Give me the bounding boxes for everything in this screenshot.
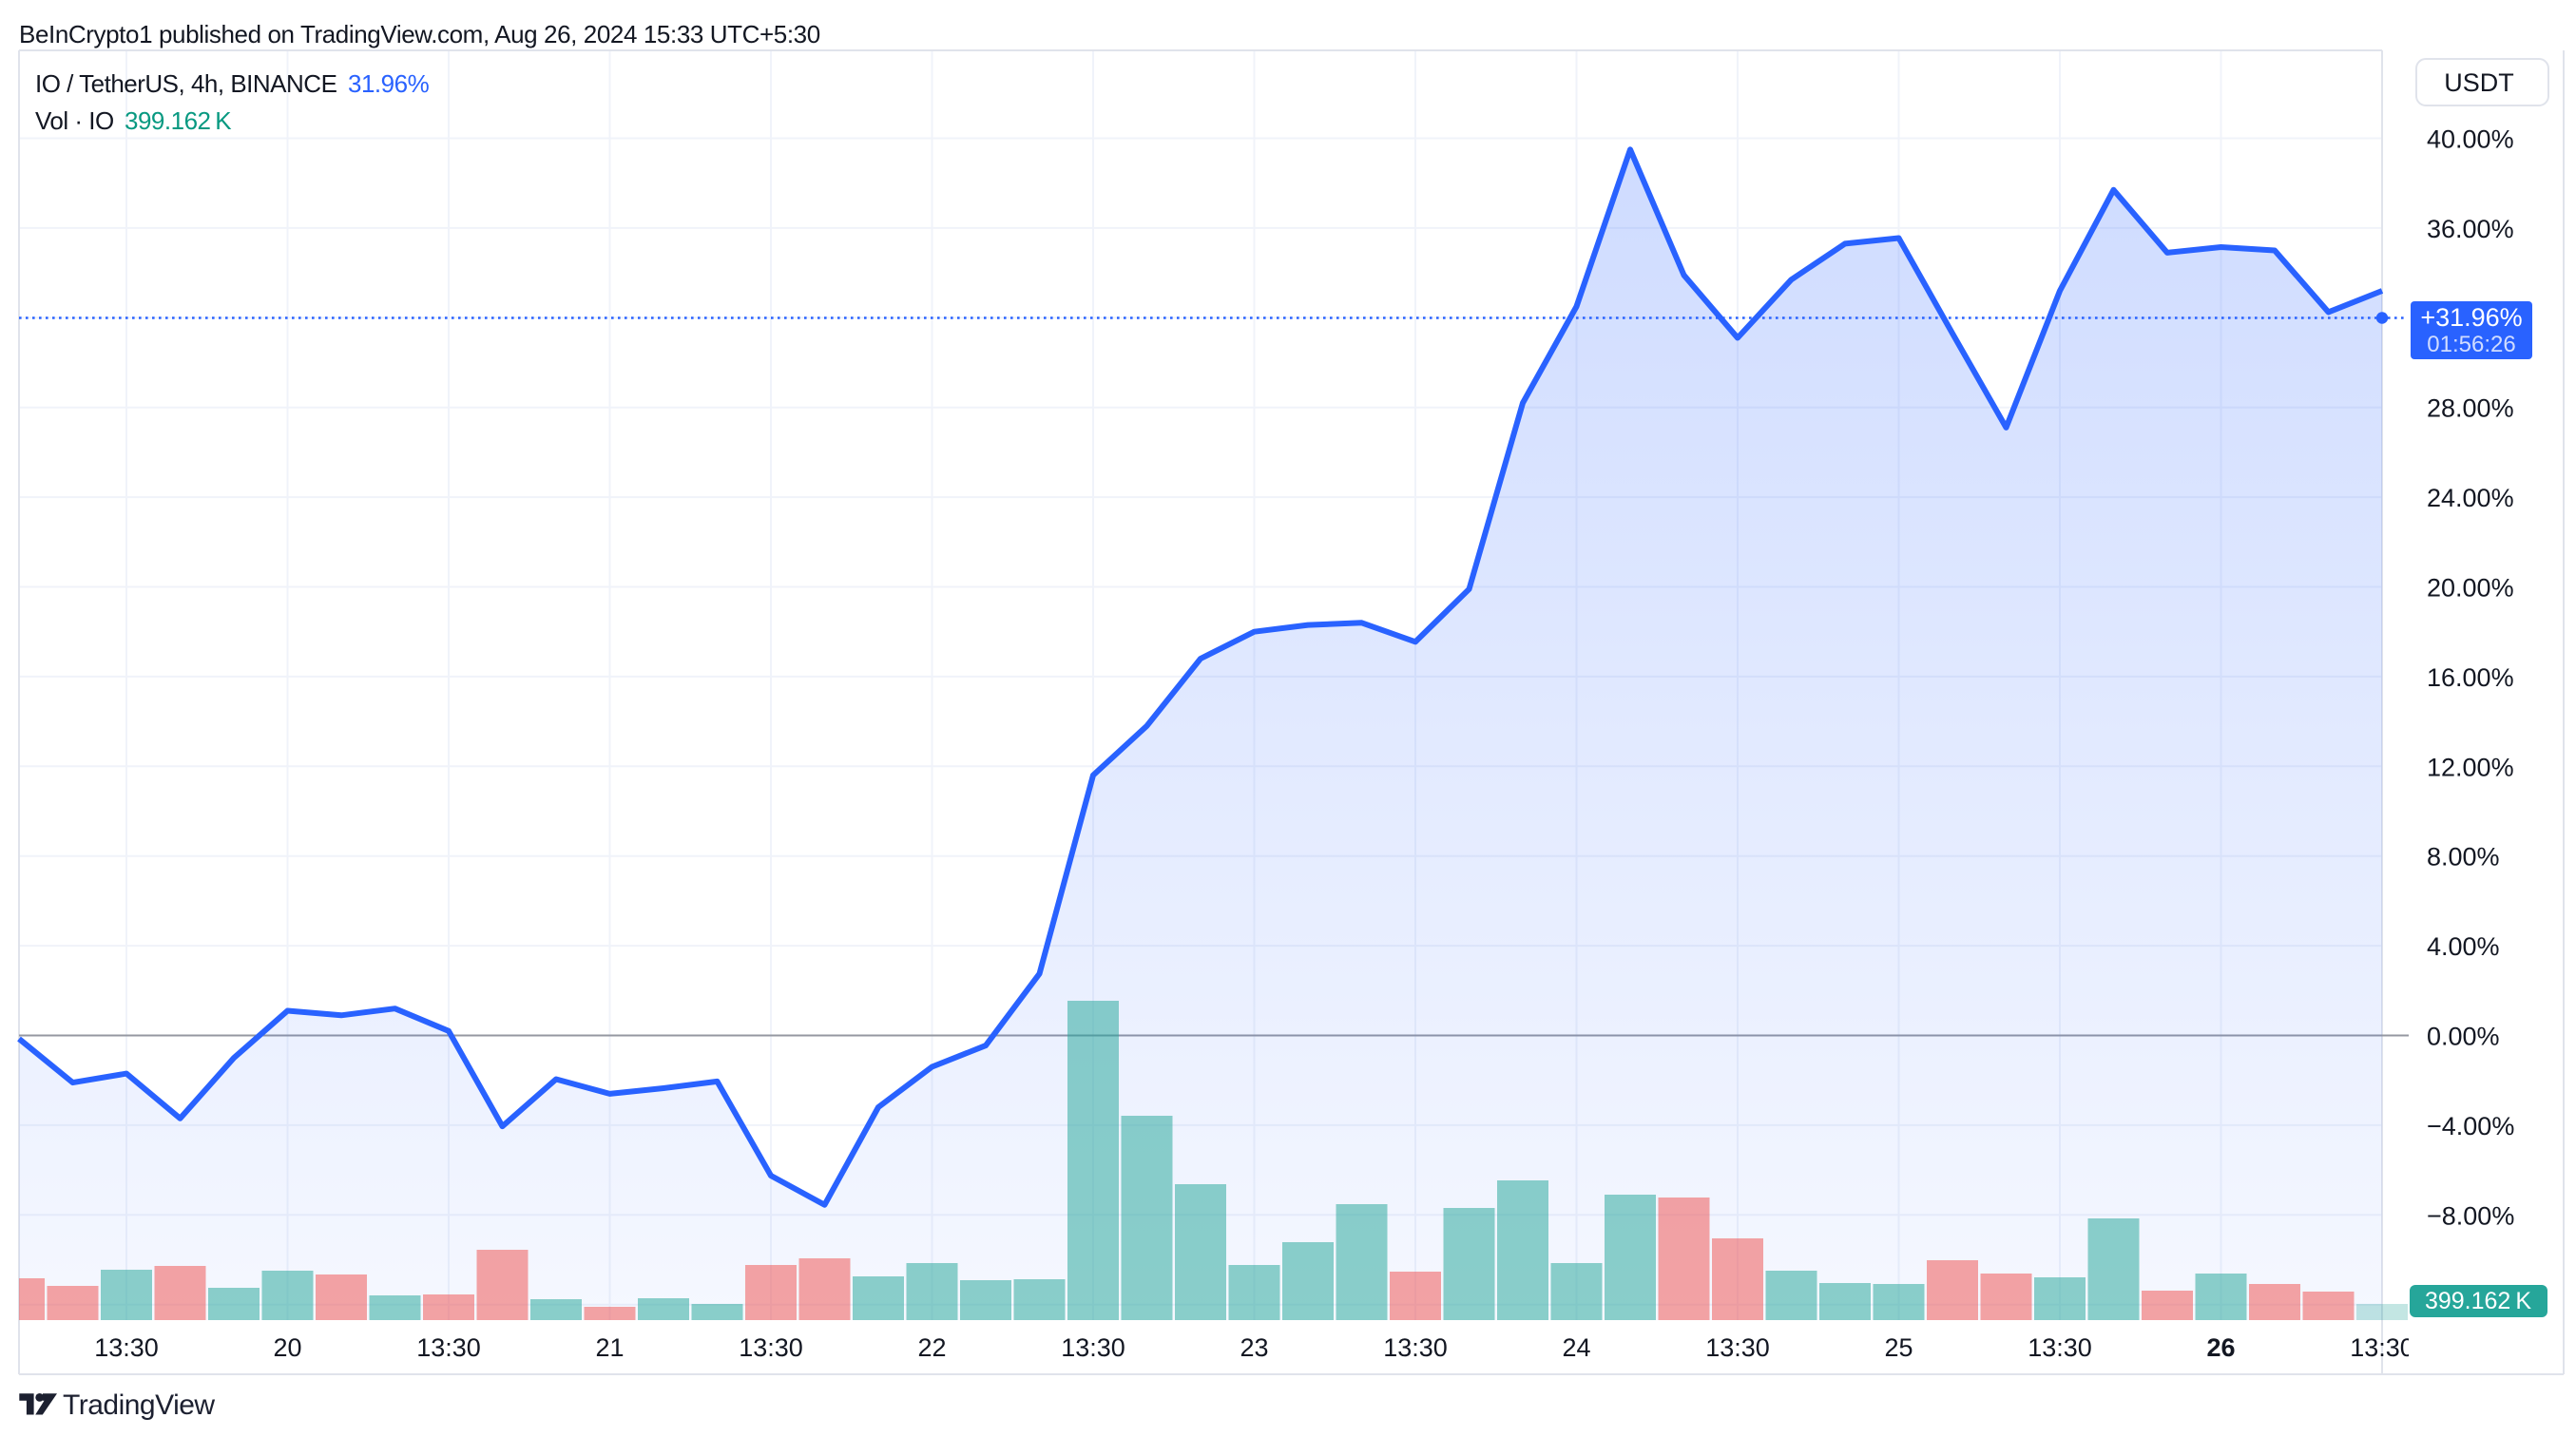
svg-text:24: 24 <box>1562 1333 1590 1362</box>
svg-text:Vol · IO: Vol · IO <box>35 106 114 135</box>
svg-text:BeInCrypto1 published on Tradi: BeInCrypto1 published on TradingView.com… <box>19 20 820 48</box>
svg-text:13:30: 13:30 <box>2350 1333 2414 1362</box>
svg-text:13:30: 13:30 <box>2028 1333 2092 1362</box>
svg-text:0.00%: 0.00% <box>2427 1023 2500 1051</box>
svg-text:+31.96%: +31.96% <box>2420 303 2522 332</box>
svg-text:399.162 K: 399.162 K <box>125 106 232 135</box>
svg-text:13:30: 13:30 <box>1383 1333 1448 1362</box>
svg-text:36.00%: 36.00% <box>2427 215 2514 243</box>
svg-text:24.00%: 24.00% <box>2427 484 2514 512</box>
svg-text:TradingView: TradingView <box>63 1389 215 1421</box>
svg-text:40.00%: 40.00% <box>2427 125 2514 154</box>
svg-text:4.00%: 4.00% <box>2427 932 2500 961</box>
svg-text:20.00%: 20.00% <box>2427 574 2514 603</box>
svg-text:01:56:26: 01:56:26 <box>2427 332 2515 357</box>
svg-text:13:30: 13:30 <box>416 1333 481 1362</box>
svg-text:13:30: 13:30 <box>1705 1333 1770 1362</box>
svg-text:25: 25 <box>1884 1333 1913 1362</box>
svg-text:−8.00%: −8.00% <box>2427 1201 2514 1230</box>
svg-text:21: 21 <box>595 1333 624 1362</box>
svg-text:31.96%: 31.96% <box>348 69 430 98</box>
svg-text:16.00%: 16.00% <box>2427 663 2514 692</box>
svg-text:13:30: 13:30 <box>1061 1333 1125 1362</box>
svg-text:USDT: USDT <box>2444 68 2514 97</box>
svg-text:12.00%: 12.00% <box>2427 753 2514 781</box>
svg-text:13:30: 13:30 <box>94 1333 159 1362</box>
svg-text:23: 23 <box>1240 1333 1268 1362</box>
svg-text:13:30: 13:30 <box>739 1333 803 1362</box>
svg-text:28.00%: 28.00% <box>2427 394 2514 423</box>
svg-text:20: 20 <box>273 1333 301 1362</box>
svg-text:22: 22 <box>917 1333 946 1362</box>
svg-text:8.00%: 8.00% <box>2427 843 2500 872</box>
svg-text:399.162 K: 399.162 K <box>2425 1288 2531 1314</box>
svg-text:−4.00%: −4.00% <box>2427 1112 2514 1140</box>
svg-text:26: 26 <box>2206 1333 2235 1362</box>
svg-text:IO / TetherUS, 4h, BINANCE: IO / TetherUS, 4h, BINANCE <box>35 69 337 98</box>
